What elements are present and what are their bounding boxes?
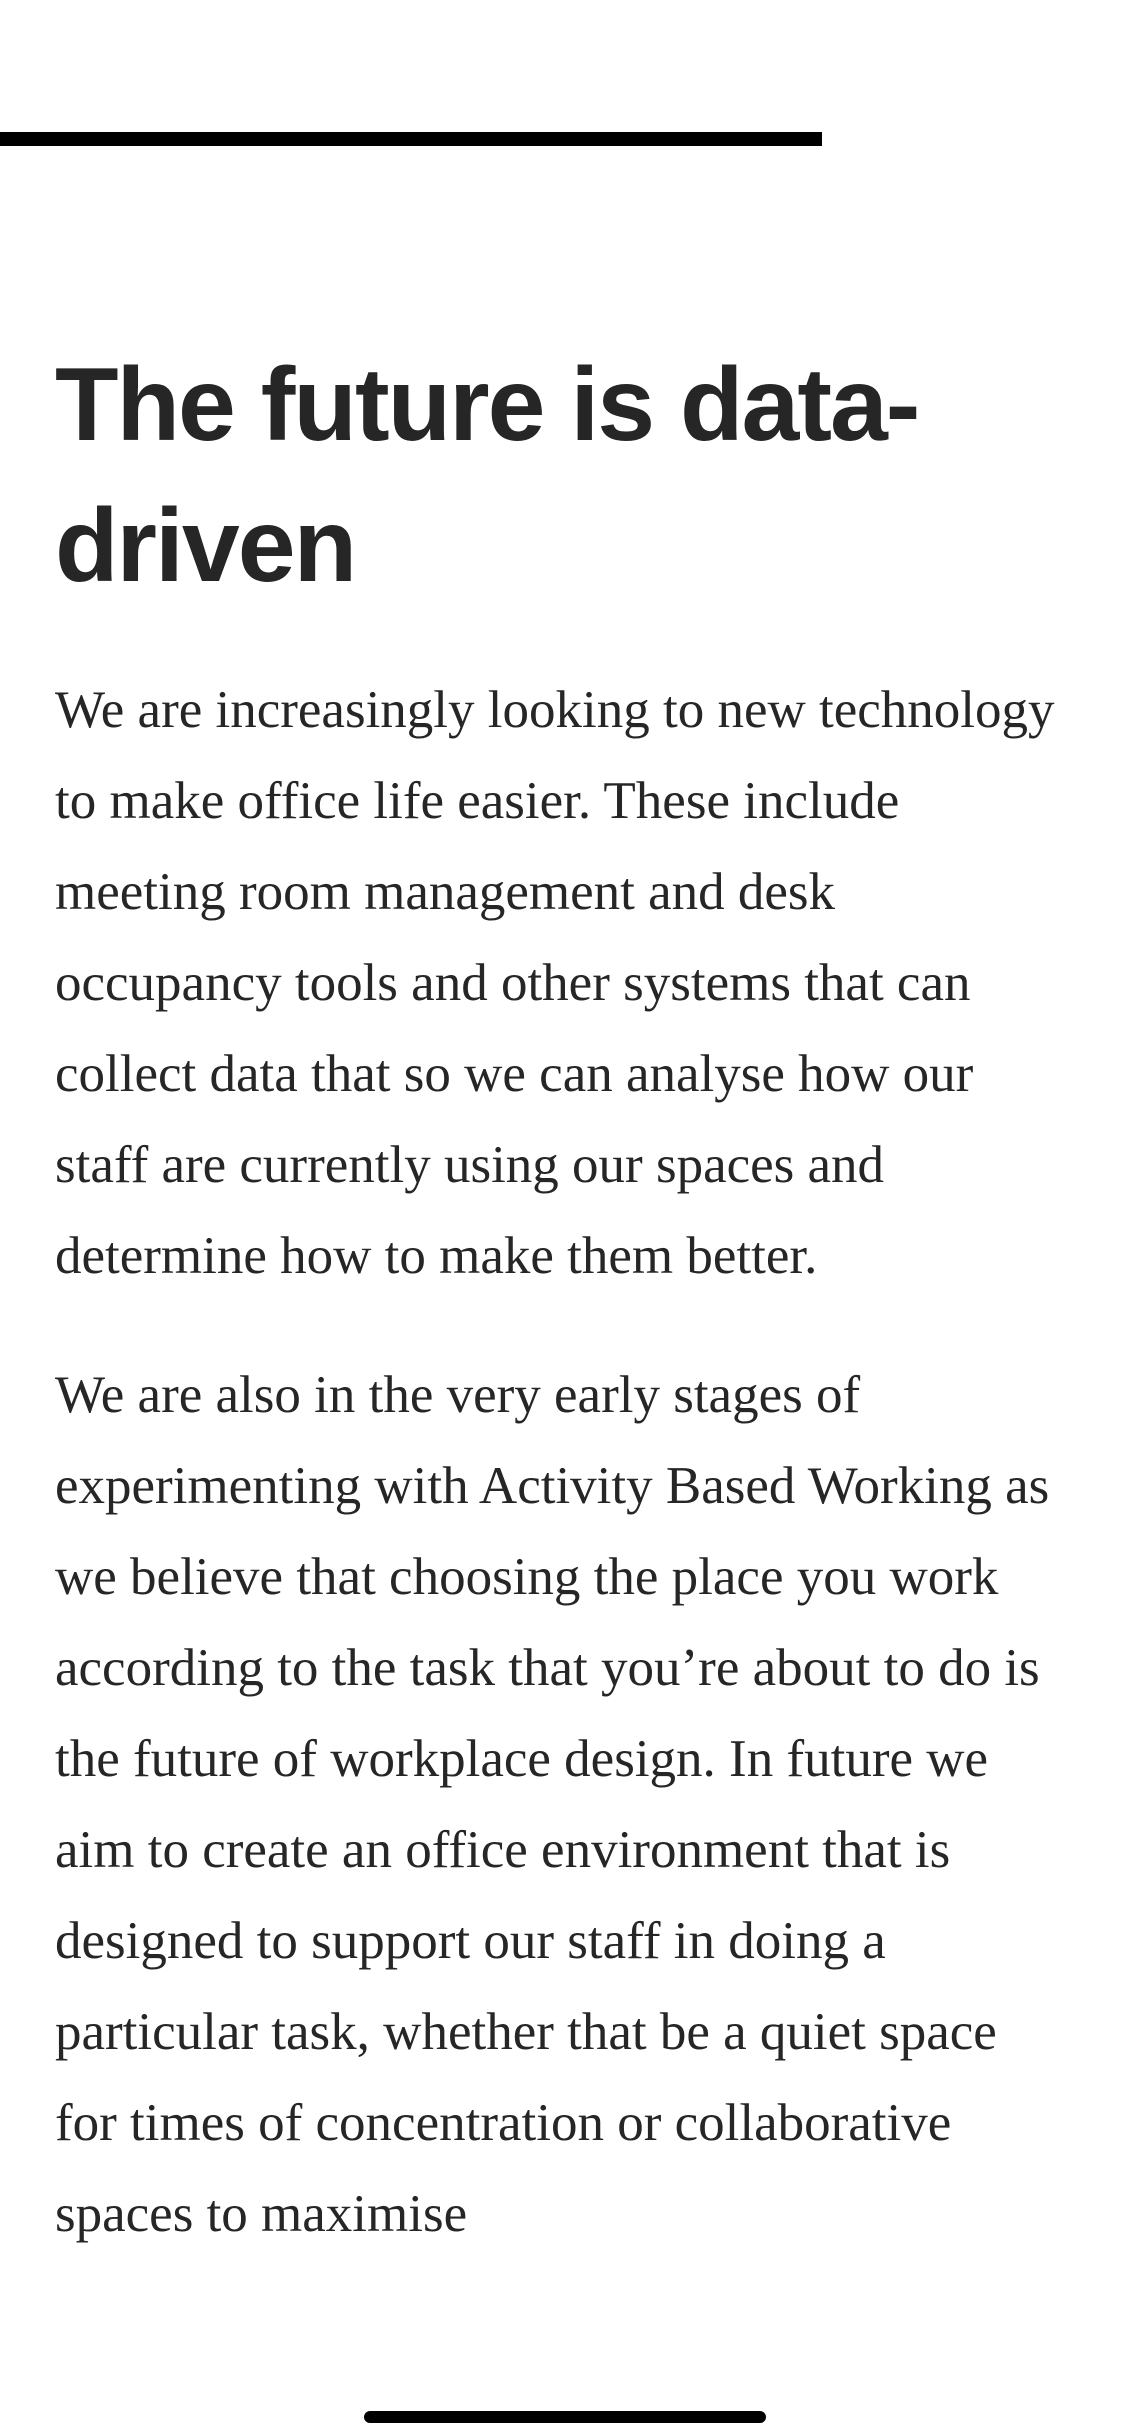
paragraph: We are increasingly looking to new techn… — [55, 681, 1055, 1285]
article: The future is data-driven We are increas… — [55, 335, 1085, 2308]
heading: The future is data-driven — [55, 347, 920, 604]
home-indicator[interactable] — [364, 2411, 766, 2423]
paragraph: We are also in the very early stages of … — [55, 1366, 1050, 2243]
top-rule — [0, 132, 822, 146]
